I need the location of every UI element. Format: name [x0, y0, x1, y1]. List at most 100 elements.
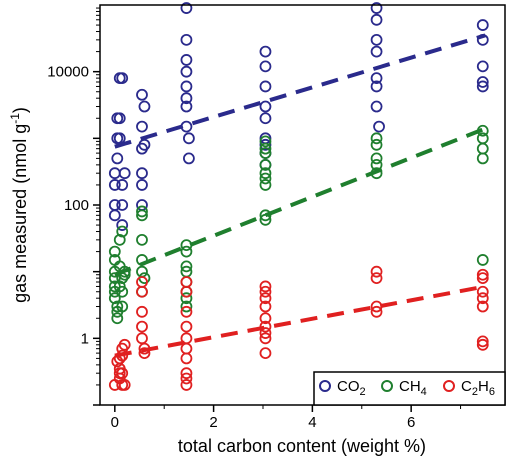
point-co2 [259, 100, 272, 113]
point-ch4 [370, 167, 383, 180]
point-co2 [180, 80, 193, 93]
point-ch4 [108, 292, 121, 305]
point-c2h6 [476, 335, 489, 348]
point-co2 [476, 80, 489, 93]
y-tick-label: 10000 [47, 64, 89, 81]
point-c2h6 [180, 379, 193, 391]
point-co2 [116, 179, 129, 191]
point-co2 [180, 2, 193, 14]
point-ch4 [136, 209, 148, 222]
point-c2h6 [136, 285, 148, 298]
point-co2 [136, 88, 148, 101]
point-co2 [259, 138, 272, 151]
point-co2 [370, 2, 383, 14]
point-c2h6 [180, 367, 193, 380]
point-ch4 [259, 179, 272, 191]
point-co2 [138, 138, 151, 151]
point-co2 [370, 80, 383, 93]
point-c2h6 [180, 342, 193, 355]
point-c2h6 [259, 332, 272, 345]
legend-marker-ch4 [381, 380, 393, 392]
point-ch4 [111, 312, 124, 325]
point-ch4 [259, 158, 272, 171]
y-axis-title: gas measured (nmol g-1) [8, 107, 30, 303]
point-c2h6 [118, 379, 131, 391]
point-c2h6 [370, 300, 383, 313]
legend-label-c2h6: C2H6 [461, 378, 495, 398]
point-c2h6 [116, 349, 129, 362]
point-c2h6 [180, 352, 193, 365]
point-ch4 [111, 300, 124, 313]
point-co2 [183, 132, 195, 145]
trend-line-co2 [114, 33, 486, 149]
y-axis-title-main: gas measured (nmol g [10, 124, 30, 303]
point-c2h6 [259, 347, 272, 360]
point-ch4 [180, 300, 193, 313]
point-ch4 [259, 213, 272, 226]
point-ch4 [180, 260, 193, 273]
point-c2h6 [259, 300, 272, 313]
point-c2h6 [370, 272, 383, 285]
point-co2 [259, 60, 272, 73]
point-co2 [113, 112, 126, 125]
point-ch4 [259, 135, 272, 148]
trend-line-ch4 [114, 126, 486, 277]
point-co2 [138, 100, 151, 113]
point-ch4 [136, 254, 148, 266]
point-co2 [180, 120, 193, 133]
point-ch4 [259, 147, 272, 160]
point-ch4 [259, 142, 272, 155]
point-c2h6 [118, 338, 131, 351]
point-co2 [259, 45, 272, 58]
point-ch4 [476, 132, 489, 145]
point-co2 [180, 54, 193, 66]
legend: CO2 CH4 C2H6 [313, 371, 506, 406]
point-co2 [259, 80, 272, 93]
point-co2 [370, 45, 383, 58]
point-c2h6 [180, 285, 193, 298]
point-c2h6 [476, 292, 489, 305]
point-c2h6 [259, 285, 272, 298]
point-co2 [136, 179, 148, 191]
point-co2 [118, 167, 131, 180]
point-c2h6 [180, 372, 193, 385]
axis-ticks: 0 2 4 6 1 100 10000 [47, 7, 462, 431]
point-co2 [476, 60, 489, 73]
x-tick-label: 4 [308, 414, 316, 431]
point-co2 [180, 33, 193, 46]
point-c2h6 [138, 347, 151, 360]
point-ch4 [116, 225, 129, 238]
point-ch4 [476, 152, 489, 165]
trend-lines [114, 33, 486, 358]
point-co2 [259, 112, 272, 125]
y-tick-label: 1 [81, 330, 89, 347]
point-c2h6 [180, 332, 193, 345]
point-co2 [476, 76, 489, 88]
point-ch4 [370, 158, 383, 171]
point-ch4 [370, 152, 383, 165]
point-ch4 [116, 300, 129, 313]
point-ch4 [180, 245, 193, 258]
point-co2 [370, 72, 383, 85]
point-ch4 [259, 167, 272, 180]
point-co2 [183, 152, 195, 165]
x-tick-label: 2 [209, 414, 217, 431]
point-ch4 [259, 209, 272, 222]
point-co2 [136, 167, 148, 180]
point-c2h6 [180, 320, 193, 333]
legend-marker-c2h6 [443, 380, 455, 392]
point-co2 [111, 152, 124, 165]
point-ch4 [476, 254, 489, 266]
point-co2 [476, 33, 489, 46]
point-co2 [116, 72, 129, 85]
point-c2h6 [476, 285, 489, 298]
point-c2h6 [259, 320, 272, 333]
point-ch4 [113, 233, 126, 246]
point-co2 [108, 167, 121, 180]
y-axis-title-superscript: -1 [8, 113, 22, 124]
point-co2 [180, 65, 193, 78]
y-tick-label: 100 [64, 197, 89, 214]
point-c2h6 [476, 300, 489, 313]
point-ch4 [259, 172, 272, 185]
point-ch4 [180, 239, 193, 252]
